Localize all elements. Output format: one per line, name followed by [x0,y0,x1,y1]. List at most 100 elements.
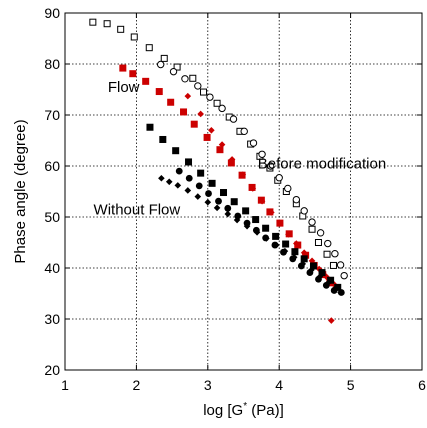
filled-square-point [282,240,290,248]
filled-circle-point [289,255,297,263]
open-circle-point [292,195,301,204]
open-square-point [189,74,197,82]
filled-diamond-point [285,231,292,238]
open-square-point [314,239,322,246]
filled-square-point [302,251,310,259]
filled-diamond-point [184,187,192,194]
x-axis-title: log [G* (Pa)] [203,401,284,419]
filled-square-point [172,147,180,155]
annotation-label: Before modification [258,156,386,173]
filled-square-point [159,135,167,143]
open-square-point [329,261,337,269]
filled-square-point [129,70,137,78]
filled-square-point [327,276,335,284]
open-square-point [200,88,208,96]
filled-square-point [142,77,150,85]
plot-frame [64,12,423,371]
open-circle-point [229,115,238,123]
open-circle-point [181,75,189,83]
open-circle-point [240,127,248,136]
open-circle-point [206,93,214,101]
filled-square-point [227,159,235,167]
filled-diamond-point [300,249,308,256]
open-circle-point [308,218,316,226]
filled-circle-point [297,262,305,270]
filled-diamond-point [208,127,215,134]
filled-diamond-point [158,174,165,182]
filled-circle-point [224,204,232,212]
open-circle-point [218,104,226,113]
open-circle-point [340,271,348,280]
filled-diamond-point [165,178,173,186]
open-square-point [213,99,221,107]
filled-diamond-point [218,141,226,148]
open-square-point [145,44,153,52]
data-points [89,18,348,324]
y-axis-title: Phase angle (degree) [12,119,29,263]
y-tick-label: 20 [44,362,60,378]
open-square-point [130,33,138,41]
filled-circle-point [205,190,212,197]
filled-circle-point [234,212,242,220]
x-axis-ticks: 1 2 3 4 5 6 [61,13,426,393]
x-tick-label: 2 [133,377,141,393]
filled-square-point [167,98,175,106]
filled-square-point [318,269,326,277]
x-axis-title-superscript: * [243,401,247,412]
x-tick-label: 4 [275,377,283,393]
filled-square-point [119,64,127,72]
open-square-point [117,25,125,33]
open-circle-point [300,207,308,215]
filled-diamond-point [258,197,266,205]
filled-diamond-point [204,198,212,206]
y-tick-label: 80 [44,56,60,72]
y-tick-label: 40 [44,260,60,276]
filled-circle-point [330,287,338,294]
y-tick-label: 50 [44,209,60,225]
x-axis-title-main: log [G [203,402,243,419]
filled-circle-point [306,269,314,276]
filled-circle-point [315,275,322,283]
annotation-label: Flow [108,79,140,96]
y-axis-ticks: 20 30 40 50 60 70 80 90 [44,5,422,378]
filled-diamond-point [194,193,202,200]
open-square-point [89,18,97,26]
open-circle-point [169,67,178,76]
open-circle-point [284,184,292,193]
filled-diamond-point [184,92,192,100]
open-square-point [308,225,316,233]
filled-diamond-point [197,110,204,118]
open-circle-point [194,82,202,90]
filled-square-point [334,283,342,291]
filled-square-point [242,207,250,215]
filled-square-point [203,133,211,141]
filled-diamond-point [228,156,236,163]
x-tick-label: 5 [347,377,355,393]
annotations: Flow Before modification Without Flow [94,79,387,218]
filled-diamond-point [174,182,182,189]
filled-circle-point [262,234,270,242]
x-tick-label: 6 [418,377,426,393]
filled-diamond-point [315,265,323,273]
y-tick-label: 60 [44,158,60,174]
filled-square-point [216,146,224,154]
y-tick-label: 90 [44,5,60,21]
open-circle-point [266,162,275,170]
filled-circle-point [195,182,203,190]
filled-diamond-point [239,171,247,178]
filled-diamond-point [276,220,284,227]
filled-square-point [262,224,270,232]
filled-circle-point [243,219,251,227]
filled-diamond-point [293,240,300,247]
filled-square-point [220,189,228,197]
filled-square-point [208,179,216,187]
filled-square-point [185,158,193,166]
filled-diamond-point [268,209,275,216]
open-square-point [160,54,168,62]
open-circle-point [258,150,266,158]
x-axis-title-tail: (Pa)] [247,402,284,419]
filled-diamond-point [328,317,335,324]
filled-square-point [300,255,308,263]
open-circle-point [331,250,339,258]
